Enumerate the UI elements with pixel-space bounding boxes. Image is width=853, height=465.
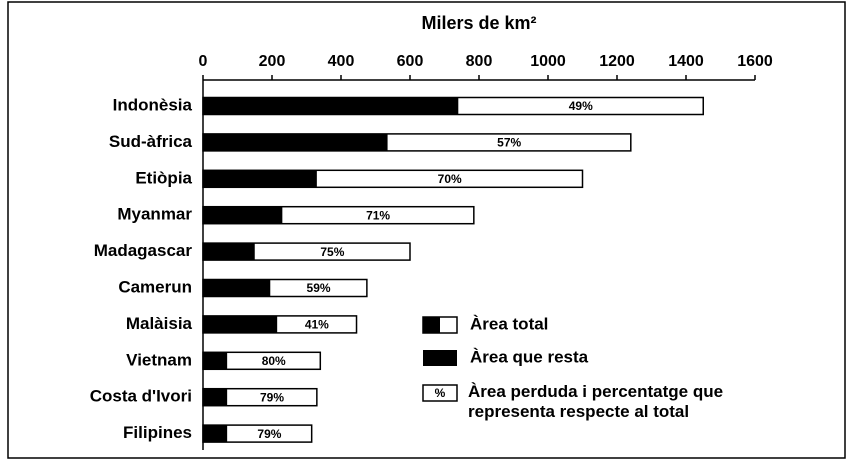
x-tick-label: 1400 [668,53,704,70]
y-tick-label: Sud-àfrica [109,132,193,151]
data-label: 79% [257,427,281,441]
chart-title: Milers de km² [421,13,536,33]
legend-label: Àrea total [470,314,548,333]
y-tick-label: Etiòpia [135,168,192,187]
y-tick-label: Myanmar [117,205,192,224]
bar-remaining [203,243,255,261]
data-label: 59% [307,281,331,295]
data-label: 70% [438,172,462,186]
bar-remaining [203,352,228,370]
bar-remaining [203,388,228,406]
y-tick-label: Malàisia [126,314,193,333]
legend-icon-text: % [435,386,446,400]
bar-remaining [203,170,317,188]
x-tick-label: 0 [199,53,208,70]
x-tick-label: 800 [466,53,493,70]
legend-icon [423,317,440,333]
data-label: 41% [305,318,329,332]
y-tick-label: Filipines [123,423,192,442]
x-tick-label: 400 [328,53,355,70]
data-label: 79% [260,390,284,404]
legend-icon [423,350,457,366]
y-tick-label: Camerun [118,277,192,296]
legend-label: Àrea perduda i percentatge que represent… [468,382,724,421]
bar-remaining [203,97,459,115]
data-label: 57% [497,136,521,150]
data-label: 75% [320,245,344,259]
bar-remaining [203,315,278,333]
bar-remaining [203,206,283,224]
bar-remaining [203,279,271,297]
x-tick-label: 600 [397,53,424,70]
x-tick-label: 1200 [599,53,635,70]
bar-remaining [203,425,228,443]
x-tick-label: 1600 [737,53,773,70]
legend-icon [422,384,458,402]
y-tick-label: Madagascar [94,241,193,260]
data-label: 80% [262,354,286,368]
legend-label: Àrea que resta [470,347,589,366]
data-label: 49% [569,99,593,113]
legend-label-box: Àrea perduda i percentatge que represent… [468,382,724,421]
data-label: 71% [366,208,390,222]
x-tick-label: 200 [259,53,286,70]
y-tick-label: Costa d'Ivori [90,387,192,406]
frame [7,1,846,459]
x-tick-label: 1000 [530,53,566,70]
bar-remaining [203,133,388,151]
y-tick-label: Vietnam [126,350,192,369]
y-tick-label: Indonèsia [113,95,193,114]
